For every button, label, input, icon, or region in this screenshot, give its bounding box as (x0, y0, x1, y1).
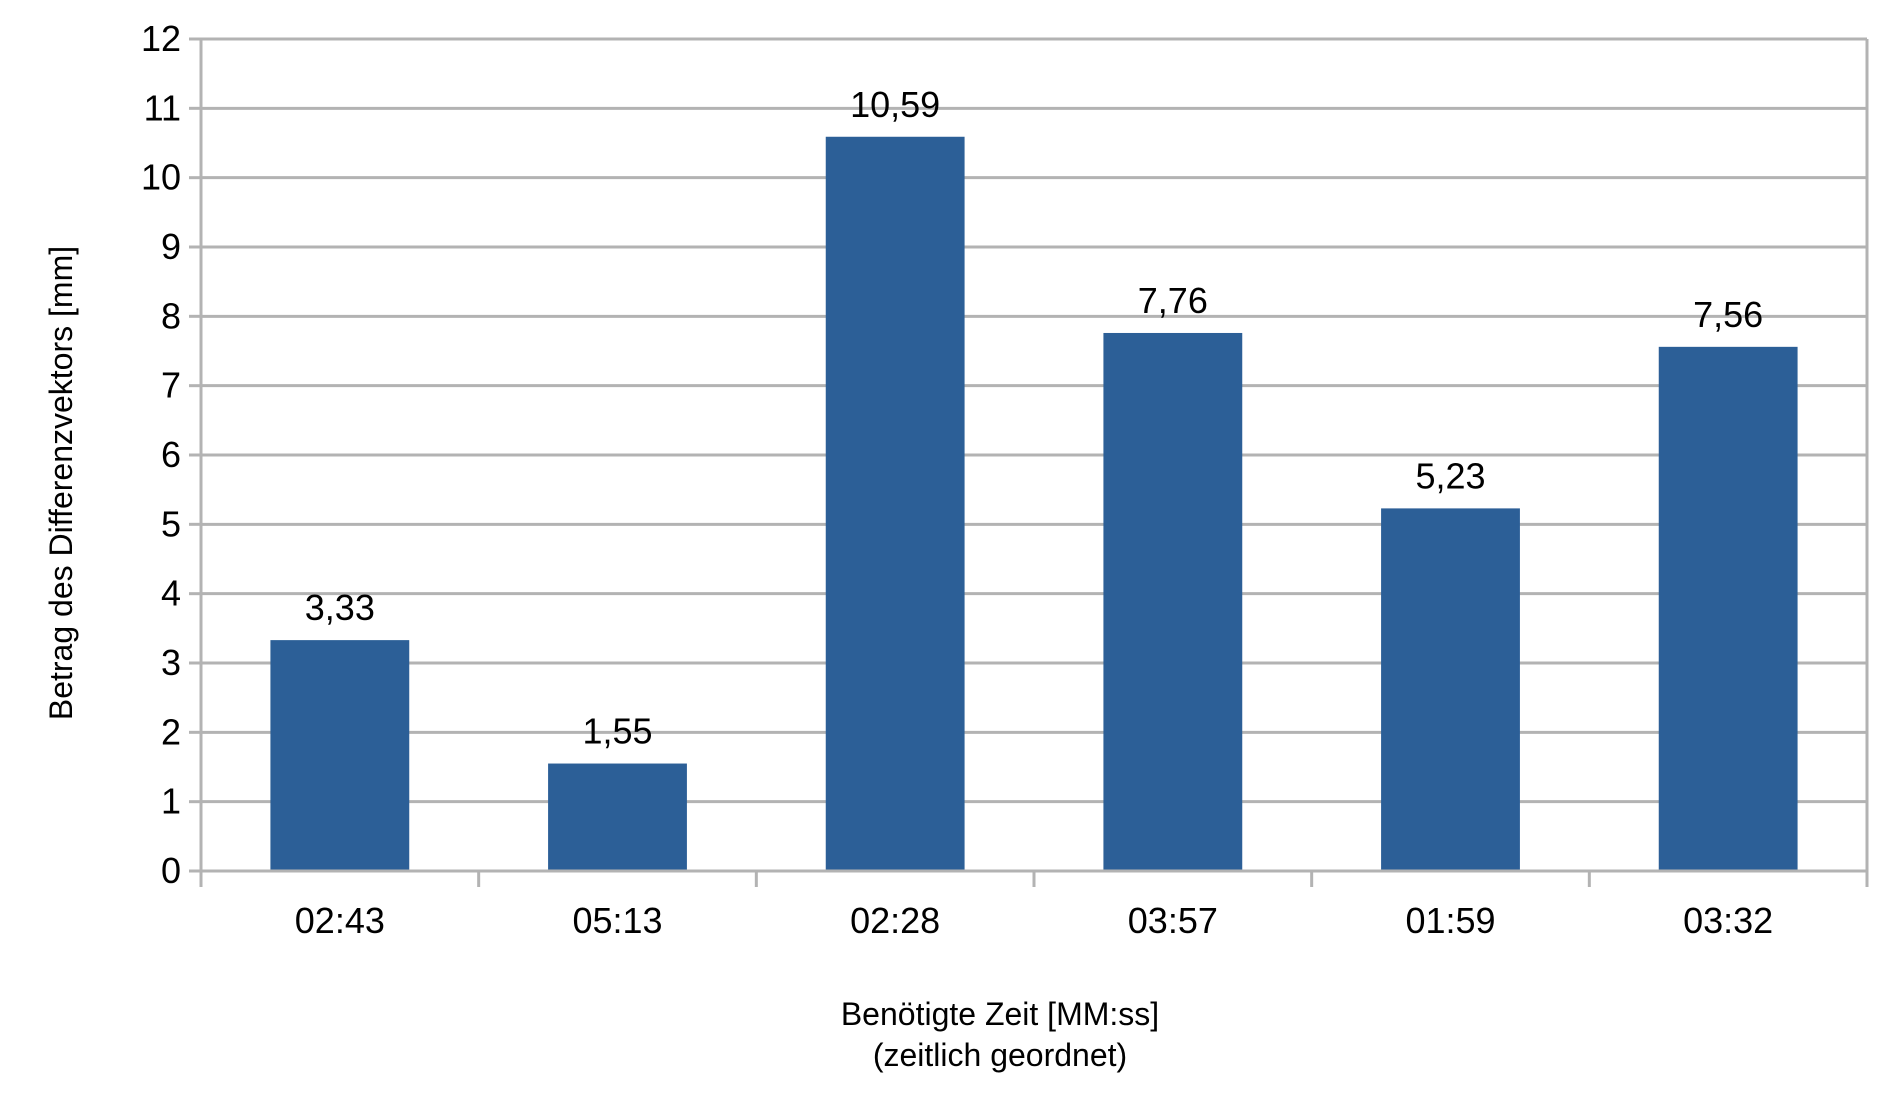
y-tick-label: 2 (161, 711, 181, 752)
data-label: 10,59 (850, 84, 940, 125)
y-tick-label: 0 (161, 850, 181, 891)
y-tick-label: 4 (161, 573, 181, 614)
y-tick-label: 7 (161, 365, 181, 406)
bar-01:59 (1381, 508, 1520, 871)
y-tick-label: 3 (161, 642, 181, 683)
bar-05:13 (548, 763, 687, 871)
x-tick-labels: 02:43 05:13 02:28 03:57 01:59 03:32 (295, 900, 1773, 941)
y-tick-label: 10 (141, 157, 181, 198)
x-axis-label-line1: Benötigte Zeit [MM:ss] (841, 996, 1159, 1032)
gridlines (201, 37, 1867, 804)
data-label: 7,56 (1693, 294, 1763, 335)
y-tick-label: 6 (161, 434, 181, 475)
x-tick-label: 02:28 (850, 900, 940, 941)
bars (270, 136, 1798, 872)
x-tick-label: 01:59 (1405, 900, 1495, 941)
y-tick-label: 11 (144, 87, 181, 128)
bar-03:32 (1658, 346, 1798, 872)
x-tick-label: 03:32 (1683, 900, 1773, 941)
y-tick-label: 9 (161, 226, 181, 267)
y-axis-label: Betrag des Differenzvektors [mm] (43, 246, 79, 720)
data-label: 5,23 (1415, 455, 1485, 496)
x-axis-label-line2: (zeitlich geordnet) (873, 1037, 1127, 1073)
y-tick-label: 8 (161, 295, 181, 336)
data-labels: 3,33 1,55 10,59 7,76 5,23 7,56 (305, 84, 1763, 752)
bar-02:28 (825, 136, 965, 871)
data-label: 3,33 (305, 587, 375, 628)
bar-03:57 (1103, 332, 1243, 871)
data-label: 1,55 (582, 711, 652, 752)
x-tick-label: 05:13 (572, 900, 662, 941)
bar-02:43 (270, 640, 410, 871)
y-tick-label: 1 (161, 781, 181, 822)
y-tick-label: 12 (141, 18, 181, 59)
axes (189, 37, 1869, 887)
data-label: 7,76 (1138, 280, 1208, 321)
x-tick-label: 03:57 (1128, 900, 1218, 941)
y-tick-label: 5 (161, 503, 181, 544)
x-tick-label: 02:43 (295, 900, 385, 941)
